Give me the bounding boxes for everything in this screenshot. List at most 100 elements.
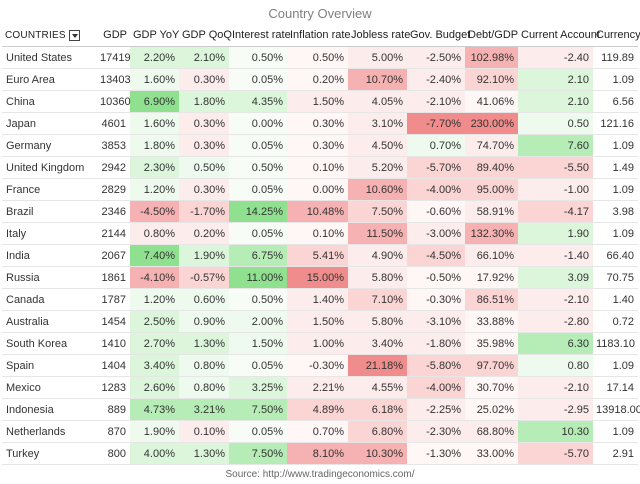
table-row: Italy 2144 0.80% 0.20% 0.05% 0.10% 11.50% -3.00… [2, 222, 638, 245]
cell-jobless-rate: 5.80% [348, 266, 407, 289]
cell-currency: 1.49 [593, 156, 638, 179]
header-row: COUNTRIES GDP GDP YoY GDP QoQ Interest r… [2, 24, 640, 47]
cell-gdp-qoq: 0.60% [179, 288, 229, 311]
table-row: Japan 4601 1.60% 0.30% 0.00% 0.30% 3.10% -7.70%… [2, 112, 638, 135]
cell-gdp-yoy: -4.50% [130, 200, 179, 223]
cell-jobless-rate: 11.50% [348, 222, 407, 245]
cell-jobless-rate: 3.10% [348, 112, 407, 135]
cell-gdp-qoq: 0.90% [179, 310, 229, 333]
cell-debt-gdp: 97.70% [465, 354, 518, 377]
cell-inflation-rate: 1.50% [287, 90, 348, 113]
header-gov-budget: Gov. Budget [407, 24, 470, 47]
cell-gdp-yoy: 2.60% [130, 376, 179, 399]
cell-debt-gdp: 30.70% [465, 376, 518, 399]
cell-interest-rate: 3.25% [229, 376, 287, 399]
cell-gdp-qoq: 2.10% [179, 46, 229, 69]
cell-gdp-yoy: 1.90% [130, 420, 179, 443]
cell-currency: 1.40 [593, 288, 638, 311]
cell-gov-budget: -1.80% [407, 332, 465, 355]
cell-current-account: -1.40 [518, 244, 593, 267]
cell-inflation-rate: 10.48% [287, 200, 348, 223]
table-row: India 2067 7.40% 1.90% 6.75% 5.41% 4.90% -4.50%… [2, 244, 638, 267]
cell-inflation-rate: 1.40% [287, 288, 348, 311]
cell-gdp-yoy: 6.90% [130, 90, 179, 113]
table-row: Turkey 800 4.00% 1.30% 7.50% 8.10% 10.30% -1.30… [2, 442, 638, 465]
header-current-account: Current Account [518, 24, 600, 47]
cell-gdp-yoy: 1.60% [130, 68, 179, 91]
cell-interest-rate: 0.00% [229, 112, 287, 135]
cell-current-account: -2.10 [518, 288, 593, 311]
cell-currency: 6.56 [593, 90, 638, 113]
cell-inflation-rate: 0.00% [287, 178, 348, 201]
cell-current-account: -2.95 [518, 398, 593, 421]
cell-gov-budget: -2.50% [407, 46, 465, 69]
header-gdp: GDP [97, 24, 130, 47]
cell-country: Indonesia [2, 398, 97, 421]
table-row: South Korea 1410 2.70% 1.30% 1.50% 1.00% 3.40%… [2, 332, 638, 355]
cell-gdp-yoy: 1.60% [130, 112, 179, 135]
cell-jobless-rate: 10.30% [348, 442, 407, 465]
cell-gdp-qoq: 0.50% [179, 156, 229, 179]
cell-country: South Korea [2, 332, 97, 355]
cell-gdp: 2942 [97, 156, 130, 179]
cell-gdp-yoy: 1.80% [130, 134, 179, 157]
cell-jobless-rate: 5.80% [348, 310, 407, 333]
source-note: Source: http://www.tradingeconomics.com/ [225, 469, 415, 480]
cell-gdp-yoy: 4.73% [130, 398, 179, 421]
countries-label: COUNTRIES [5, 30, 66, 41]
cell-debt-gdp: 17.92% [465, 266, 518, 289]
cell-gdp: 17419 [97, 46, 131, 69]
header-inflation-rate: Inflation rate [287, 24, 351, 47]
cell-debt-gdp: 25.02% [465, 398, 518, 421]
cell-currency: 70.75 [593, 266, 638, 289]
cell-gov-budget: -5.80% [407, 354, 465, 377]
cell-gdp-qoq: 0.30% [179, 178, 229, 201]
cell-gdp-qoq: 1.30% [179, 442, 229, 465]
cell-country: Netherlands [2, 420, 97, 443]
cell-interest-rate: 0.05% [229, 68, 287, 91]
cell-country: United States [2, 46, 97, 69]
countries-dropdown[interactable]: COUNTRIES [2, 24, 97, 47]
cell-gdp-qoq: 0.10% [179, 420, 229, 443]
cell-current-account: -5.70 [518, 442, 593, 465]
cell-gdp-qoq: -1.70% [179, 200, 229, 223]
cell-interest-rate: 1.50% [229, 332, 287, 355]
table-row: Russia 1861 -4.10% -0.57% 11.00% 15.00% 5.80% -… [2, 266, 638, 289]
cell-current-account: 7.60 [518, 134, 593, 157]
cell-debt-gdp: 95.00% [465, 178, 518, 201]
cell-gdp: 2346 [97, 200, 130, 223]
cell-gdp: 13403 [97, 68, 131, 91]
cell-interest-rate: 0.05% [229, 134, 287, 157]
cell-gov-budget: -0.60% [407, 200, 465, 223]
cell-gdp-yoy: 1.20% [130, 178, 179, 201]
cell-gov-budget: -4.00% [407, 178, 465, 201]
cell-country: Spain [2, 354, 97, 377]
cell-interest-rate: 11.00% [229, 266, 287, 289]
cell-gdp-yoy: -4.10% [130, 266, 179, 289]
cell-interest-rate: 0.05% [229, 420, 287, 443]
cell-currency: 13918.00 [593, 398, 640, 421]
cell-jobless-rate: 4.90% [348, 244, 407, 267]
cell-country: France [2, 178, 97, 201]
cell-country: Brazil [2, 200, 97, 223]
cell-jobless-rate: 7.10% [348, 288, 407, 311]
cell-current-account: -2.40 [518, 46, 593, 69]
cell-inflation-rate: 2.21% [287, 376, 348, 399]
cell-jobless-rate: 6.80% [348, 420, 407, 443]
cell-interest-rate: 6.75% [229, 244, 287, 267]
cell-inflation-rate: 5.41% [287, 244, 348, 267]
cell-interest-rate: 7.50% [229, 442, 287, 465]
cell-debt-gdp: 66.10% [465, 244, 518, 267]
cell-gdp: 1454 [97, 310, 130, 333]
cell-gdp-yoy: 1.20% [130, 288, 179, 311]
cell-current-account: -4.17 [518, 200, 593, 223]
cell-gdp-qoq: 0.80% [179, 354, 229, 377]
chevron-down-icon[interactable] [68, 30, 80, 41]
cell-gdp: 800 [97, 442, 130, 465]
cell-debt-gdp: 132.30% [465, 222, 518, 245]
cell-currency: 1.09 [593, 134, 638, 157]
cell-gdp: 2067 [97, 244, 130, 267]
table-row: Spain 1404 3.40% 0.80% 0.05% -0.30% 21.18% -5.8… [2, 354, 638, 377]
cell-currency: 1.09 [593, 222, 638, 245]
table-row: France 2829 1.20% 0.30% 0.05% 0.00% 10.60% -4.0… [2, 178, 638, 201]
